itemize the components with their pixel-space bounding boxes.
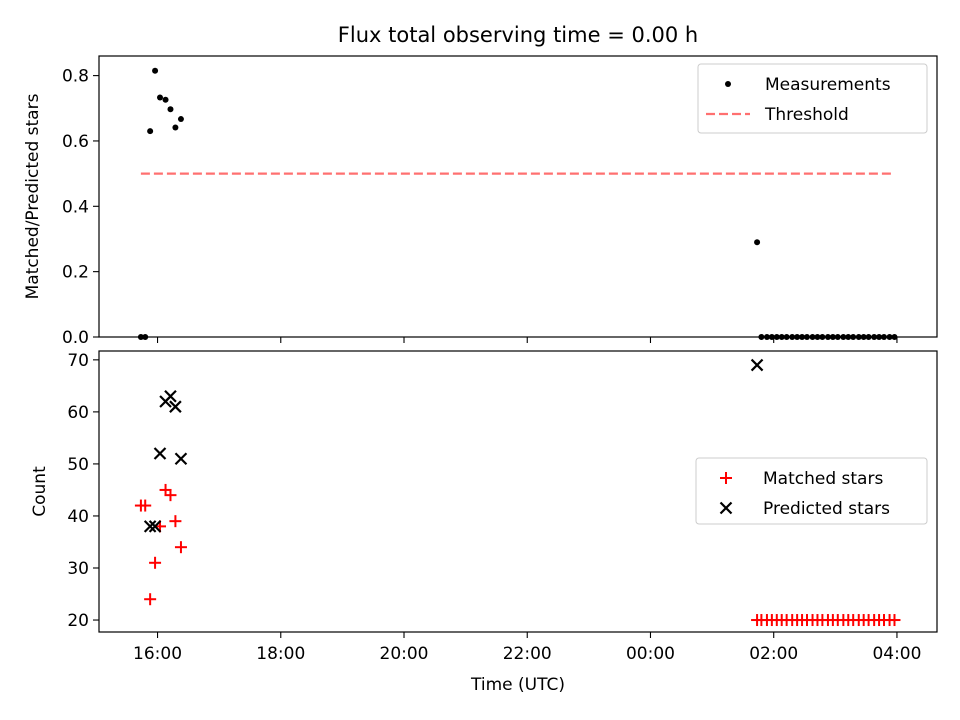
ratio-panel-ytick-label: 0.6 xyxy=(62,132,89,152)
count-panel-predicted-stars-point xyxy=(750,358,764,372)
count-panel-xtick-label: 00:00 xyxy=(626,644,675,664)
ratio-panel-measurements-point xyxy=(172,124,179,131)
count-panel-predicted-stars-point xyxy=(153,447,167,460)
count-panel-plot-area xyxy=(134,358,901,627)
count-panel-predicted-stars-point xyxy=(148,520,162,533)
ratio-panel-ytick-label: 0.0 xyxy=(62,328,89,348)
count-panel-ylabel: Count xyxy=(30,466,50,517)
count-panel-predicted-stars-point xyxy=(169,400,182,413)
count-panel-matched-stars-point xyxy=(149,556,162,569)
ratio-panel-title: Flux total observing time = 0.00 h xyxy=(338,23,698,47)
count-panel-matched-stars-point xyxy=(174,541,187,554)
ratio-panel-legend-label: Threshold xyxy=(764,105,849,125)
count-panel-ytick-label: 20 xyxy=(67,611,89,631)
count-panel-matched-stars-point xyxy=(164,489,177,502)
ratio-panel-ylabel: Matched/Predicted stars xyxy=(23,93,43,299)
ratio-panel-measurements-point xyxy=(152,67,159,74)
count-panel-predicted-stars-point-b xyxy=(169,400,182,413)
ratio-panel-legend-measurements-swatch xyxy=(725,81,731,87)
count-panel-matched-stars-point xyxy=(169,515,182,528)
count-panel-legend-matched-stars-swatch xyxy=(720,472,732,484)
count-panel-xtick-label: 18:00 xyxy=(256,644,305,664)
count-panel-legend-box xyxy=(695,457,928,525)
ratio-panel-ytick-label: 0.8 xyxy=(62,67,89,87)
count-panel-xtick-label: 22:00 xyxy=(503,644,552,664)
count-panel-predicted-stars-point-b xyxy=(143,520,157,533)
ratio-panel-measurements-point xyxy=(167,106,174,113)
count-panel-legend-label: Matched stars xyxy=(763,469,883,489)
ratio-panel-ytick-label: 0.4 xyxy=(62,197,89,217)
count-panel-ytick-label: 40 xyxy=(67,507,89,527)
count-panel-predicted-stars-point xyxy=(174,452,188,465)
count-panel-predicted-stars-point xyxy=(143,520,157,533)
count-panel-predicted-stars-point-b xyxy=(164,389,177,403)
count-panel-ytick-label: 60 xyxy=(67,403,89,423)
count-panel-predicted-stars-point xyxy=(164,389,177,403)
ratio-panel-measurements-point xyxy=(754,239,761,246)
count-panel-predicted-stars-point-b xyxy=(148,520,162,533)
ratio-panel-measurements-point xyxy=(177,116,184,123)
count-panel-matched-stars-point xyxy=(888,614,901,627)
count-panel-matched-stars-point xyxy=(144,593,157,606)
count-panel-xlabel: Time (UTC) xyxy=(470,675,565,695)
count-panel-predicted-stars-point-b xyxy=(174,452,188,465)
ratio-panel-measurements-point xyxy=(162,96,169,103)
ratio-panel-legend-label: Measurements xyxy=(765,75,891,95)
count-panel-legend-predicted-stars-swatch-b xyxy=(719,501,733,515)
count-panel-ytick-label: 70 xyxy=(67,351,89,371)
count-panel-legend-label: Predicted stars xyxy=(763,499,890,519)
count-panel-predicted-stars-point-b xyxy=(750,358,764,372)
ratio-panel-legend-box xyxy=(697,63,928,134)
count-panel-xtick-label: 20:00 xyxy=(380,644,429,664)
count-panel-xtick-label: 16:00 xyxy=(133,644,182,664)
ratio-panel-frame xyxy=(98,55,938,338)
ratio-panel-ytick-label: 0.2 xyxy=(62,263,89,283)
count-panel-xtick-label: 02:00 xyxy=(749,644,798,664)
count-panel-ytick-label: 30 xyxy=(67,559,89,579)
count-panel-predicted-stars-point-b xyxy=(153,447,167,460)
count-panel-xtick-label: 04:00 xyxy=(872,644,921,664)
count-panel-frame xyxy=(98,350,938,633)
count-panel-matched-stars-point xyxy=(139,499,152,512)
count-panel-ytick-label: 50 xyxy=(67,455,89,475)
ratio-panel-measurements-point xyxy=(147,128,154,135)
ratio-panel-measurements-point xyxy=(157,94,164,101)
count-panel-legend-predicted-stars-swatch xyxy=(719,501,733,515)
